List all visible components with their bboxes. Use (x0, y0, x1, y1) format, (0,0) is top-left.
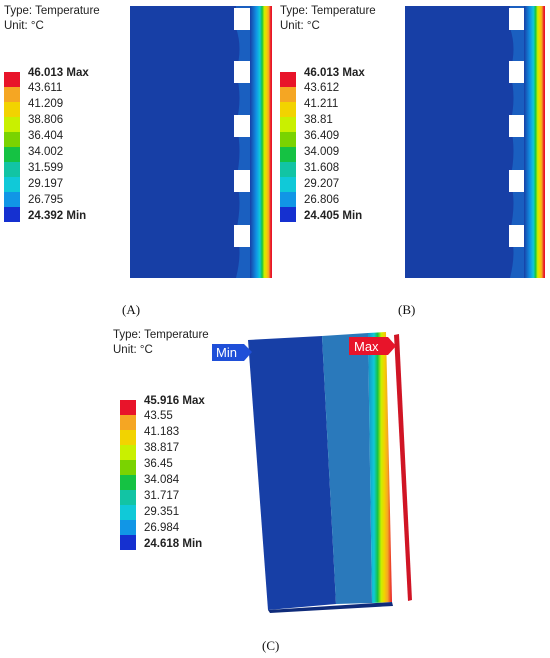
legend-value: 38.817 (144, 442, 180, 454)
legend-swatch (4, 147, 20, 162)
legend-swatch (120, 460, 136, 475)
legend-swatch (4, 132, 20, 147)
legend-swatch (4, 207, 20, 222)
panel-c-caption: (C) (262, 638, 280, 653)
panel-a-unit-label: Unit: °C (4, 20, 44, 32)
legend-swatch (280, 207, 296, 222)
legend-value: 26.984 (144, 522, 180, 534)
legend-max-value: 46.013 Max (28, 67, 89, 79)
panel-b-unit-label: Unit: °C (280, 20, 320, 32)
legend-swatch (280, 87, 296, 102)
panel-c-block-mid (322, 333, 372, 604)
legend-value: 31.608 (304, 162, 340, 174)
legend-value: 36.404 (28, 130, 64, 142)
legend-max-value: 46.013 Max (304, 67, 365, 79)
legend-swatch (4, 192, 20, 207)
panel-c-block-hot (368, 332, 392, 603)
legend-swatch (280, 132, 296, 147)
panel-c-hot-plate (394, 334, 412, 601)
legend-value: 41.211 (304, 98, 339, 110)
legend-swatch (4, 72, 20, 87)
legend-value: 41.209 (28, 98, 64, 110)
panel-c-unit-label: Unit: °C (113, 344, 153, 356)
legend-swatch (280, 177, 296, 192)
legend-min-value: 24.405 Min (304, 210, 363, 222)
legend-value: 26.795 (28, 194, 64, 206)
panel-b-slot (509, 170, 524, 192)
panel-b-slot (509, 61, 524, 83)
panel-a-caption: (A) (122, 302, 141, 317)
panel-b-caption: (B) (398, 302, 416, 317)
legend-value: 36.409 (304, 130, 340, 142)
legend-swatch (120, 445, 136, 460)
panel-a-hot-wall (250, 6, 272, 278)
panel-a-slot (234, 61, 250, 83)
legend-value: 34.084 (144, 474, 180, 486)
legend-swatch (120, 535, 136, 550)
legend-swatch (280, 147, 296, 162)
legend-swatch (120, 505, 136, 520)
legend-swatch (280, 192, 296, 207)
legend-swatch (280, 117, 296, 132)
panel-a-slot (234, 115, 250, 137)
max-tag-label: Max (354, 339, 379, 354)
legend-swatch (4, 162, 20, 177)
legend-value: 34.002 (28, 146, 64, 158)
legend-swatch (4, 87, 20, 102)
legend-value: 31.717 (144, 490, 180, 502)
legend-value: 34.009 (304, 146, 340, 158)
legend-swatch (120, 415, 136, 430)
legend-value: 36.45 (144, 458, 173, 470)
panel-c-max-tag: Max (349, 337, 396, 355)
panel-c-min-tag: Min (212, 344, 252, 361)
legend-swatch (4, 117, 20, 132)
legend-swatch (4, 102, 20, 117)
panel-b-slot (509, 225, 524, 247)
legend-swatch (280, 102, 296, 117)
legend-value: 26.806 (304, 194, 340, 206)
legend-value: 43.612 (304, 82, 340, 94)
panel-b-slot (509, 8, 524, 30)
legend-value: 38.806 (28, 114, 64, 126)
legend-value: 43.55 (144, 410, 173, 422)
panel-b-type-label: Type: Temperature (280, 5, 376, 17)
legend-value: 29.207 (304, 178, 340, 190)
legend-value: 43.611 (28, 82, 63, 94)
legend-swatch (120, 430, 136, 445)
legend-swatch (280, 162, 296, 177)
legend-min-value: 24.392 Min (28, 210, 87, 222)
panel-a-slot (234, 225, 250, 247)
panel-a-slot (234, 170, 250, 192)
legend-min-value: 24.618 Min (144, 538, 203, 550)
legend-value: 41.183 (144, 426, 180, 438)
panel-c-block-front (248, 336, 336, 610)
legend-value: 38.81 (304, 114, 333, 126)
min-tag-label: Min (216, 345, 237, 360)
legend-value: 29.351 (144, 506, 180, 518)
panel-b-hot-wall (524, 6, 545, 278)
panel-b-slot (509, 115, 524, 137)
panel-c-block-bottom (268, 602, 393, 613)
panel-c-type-label: Type: Temperature (113, 329, 209, 341)
legend-max-value: 45.916 Max (144, 395, 205, 407)
panel-a-slot (234, 8, 250, 30)
legend-swatch (120, 400, 136, 415)
panel-a-type-label: Type: Temperature (4, 5, 100, 17)
legend-swatch (120, 520, 136, 535)
legend-value: 29.197 (28, 178, 64, 190)
legend-swatch (120, 475, 136, 490)
legend-value: 31.599 (28, 162, 64, 174)
legend-swatch (280, 72, 296, 87)
legend-swatch (120, 490, 136, 505)
legend-swatch (4, 177, 20, 192)
